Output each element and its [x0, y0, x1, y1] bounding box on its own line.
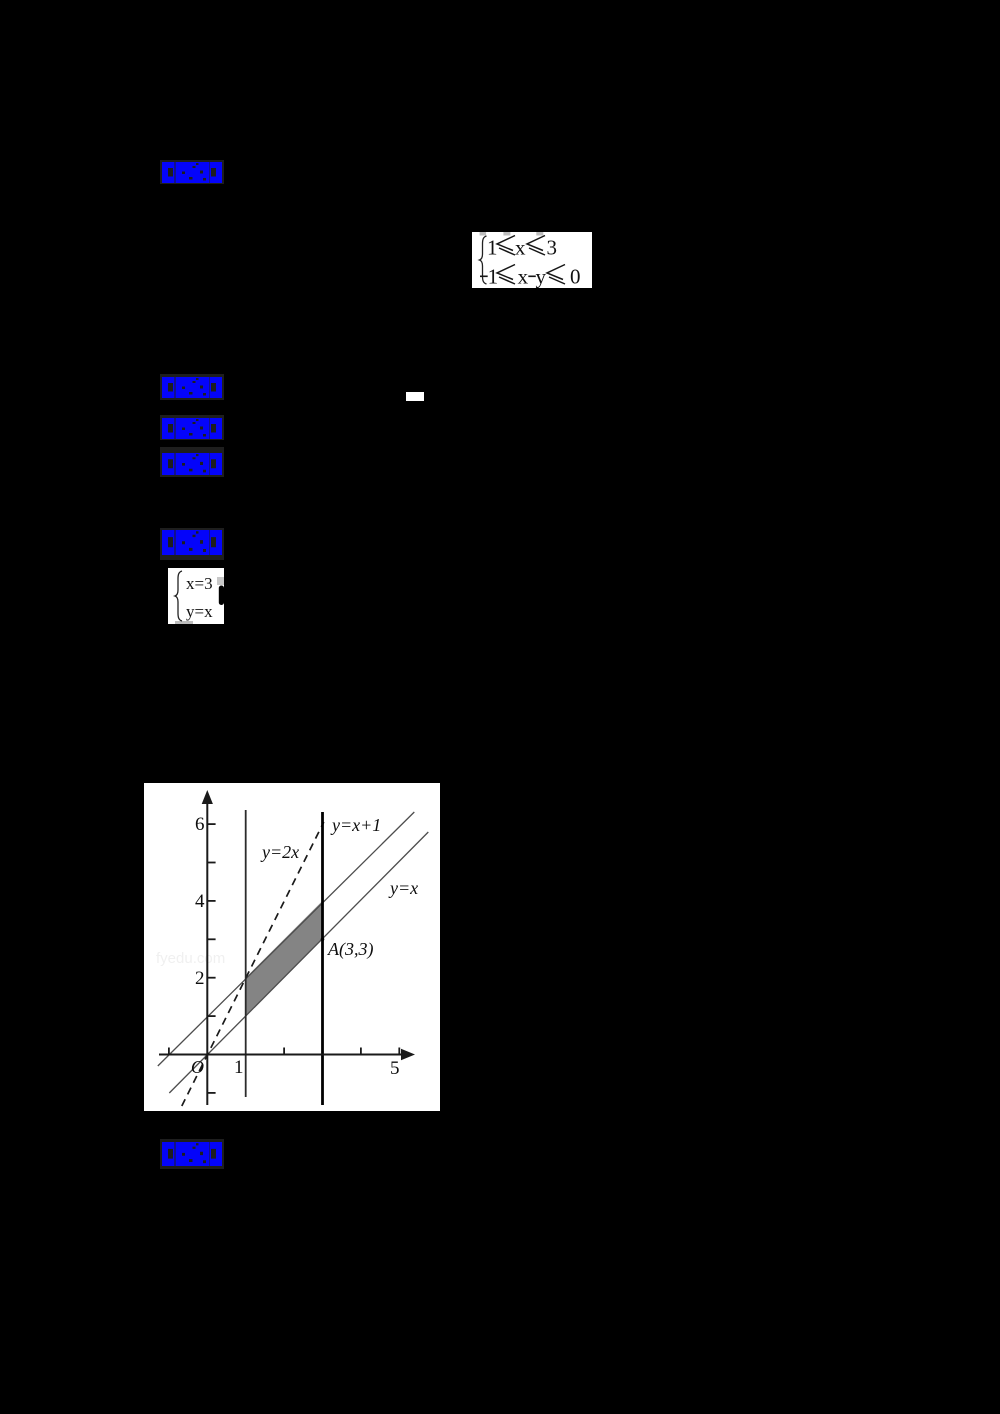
svg-text:y=x+1: y=x+1: [330, 815, 381, 835]
svg-text:A(3,3): A(3,3): [327, 939, 373, 960]
svg-text:4: 4: [195, 891, 205, 912]
svg-text:fyedu.com: fyedu.com: [156, 950, 225, 967]
svg-text:1: 1: [487, 236, 498, 260]
svg-text:y=x: y=x: [186, 602, 213, 621]
svg-text:2: 2: [195, 968, 205, 989]
svg-text:y=x: y=x: [388, 878, 418, 898]
svg-text:1: 1: [488, 265, 499, 289]
svg-text:1: 1: [234, 1057, 244, 1078]
svg-text:3: 3: [547, 236, 558, 260]
svg-text:5: 5: [390, 1058, 400, 1079]
svg-text:O: O: [191, 1057, 204, 1077]
svg-text:0: 0: [570, 265, 581, 289]
svg-text:y: y: [536, 265, 547, 289]
svg-text:6: 6: [195, 814, 205, 835]
svg-text:x: x: [518, 265, 529, 289]
svg-text:x: x: [515, 236, 526, 260]
svg-text:x=3: x=3: [186, 574, 213, 593]
svg-text:y=2x: y=2x: [260, 842, 299, 862]
